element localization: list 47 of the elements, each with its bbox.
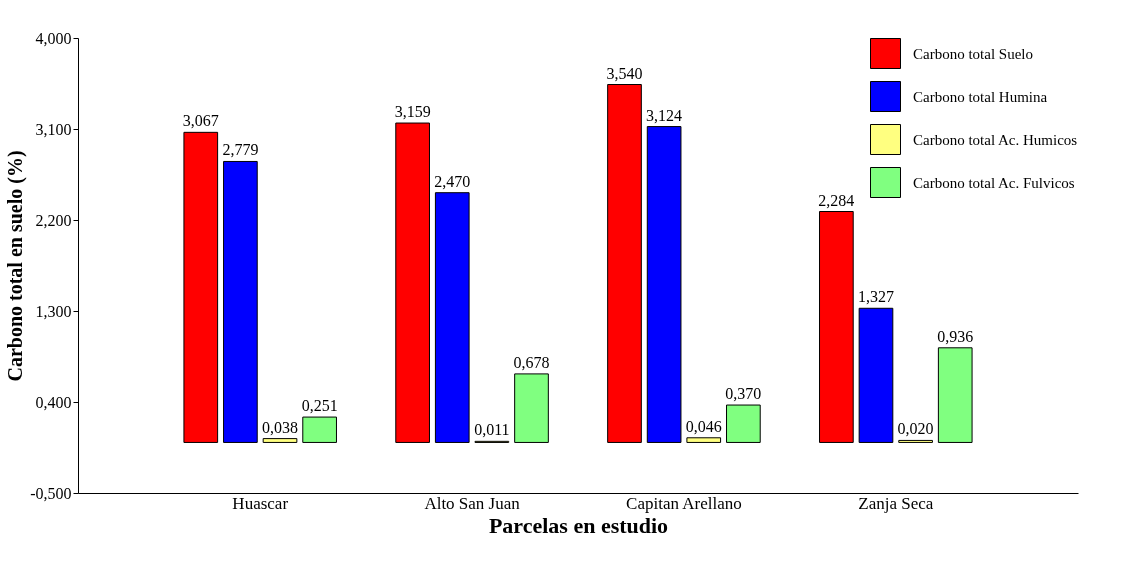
x-tick-label: Capitan Arellano <box>626 493 742 513</box>
y-tick-label: 4,000 <box>35 29 72 47</box>
x-tick-label: Zanja Seca <box>858 493 934 513</box>
data-label: 3,159 <box>394 103 431 121</box>
data-label: 0,046 <box>685 417 722 435</box>
legend-label: Carbono total Ac. Fulvicos <box>913 174 1075 191</box>
bar <box>183 131 219 443</box>
bar <box>434 192 470 443</box>
y-tick-label: -0,500 <box>30 484 72 502</box>
bar <box>223 160 258 443</box>
x-tick-label: Huascar <box>232 493 289 513</box>
bar <box>898 439 933 443</box>
bar <box>937 347 973 443</box>
y-tick-label: 0,400 <box>35 393 72 411</box>
data-label: 0,011 <box>474 421 510 439</box>
data-label: 1,327 <box>857 288 894 306</box>
data-label: 2,470 <box>434 172 471 190</box>
bar <box>262 438 298 443</box>
data-label: 3,540 <box>606 64 643 82</box>
bar <box>858 307 894 443</box>
legend-label: Carbono total Humina <box>913 88 1048 105</box>
bar <box>646 126 682 443</box>
y-tick-label: 1,300 <box>35 302 72 320</box>
bar <box>302 416 337 443</box>
x-axis-title: Parcelas en estudio <box>488 512 669 538</box>
bar <box>395 122 430 443</box>
data-label: 3,124 <box>646 106 683 124</box>
bar <box>726 404 761 443</box>
data-label: 0,678 <box>513 353 550 371</box>
data-label: 0,020 <box>897 420 934 438</box>
data-label: 0,038 <box>262 418 299 436</box>
bar <box>686 437 722 443</box>
bar <box>819 211 854 443</box>
data-label: 3,067 <box>182 112 219 130</box>
legend-label: Carbono total Suelo <box>913 45 1033 62</box>
legend-label: Carbono total Ac. Humicos <box>913 131 1078 148</box>
data-label: 2,284 <box>818 191 855 209</box>
y-axis-title: Carbono total en suelo (%) <box>4 150 28 382</box>
bar <box>607 84 642 443</box>
y-tick-label: 3,100 <box>35 120 72 138</box>
data-label: 0,251 <box>301 397 338 415</box>
data-label: 0,936 <box>937 327 974 345</box>
bar <box>514 373 549 443</box>
data-label: 0,370 <box>725 385 762 403</box>
data-label: 2,779 <box>222 141 259 159</box>
y-tick-label: 2,200 <box>35 211 72 229</box>
x-tick-label: Alto San Juan <box>424 493 521 513</box>
